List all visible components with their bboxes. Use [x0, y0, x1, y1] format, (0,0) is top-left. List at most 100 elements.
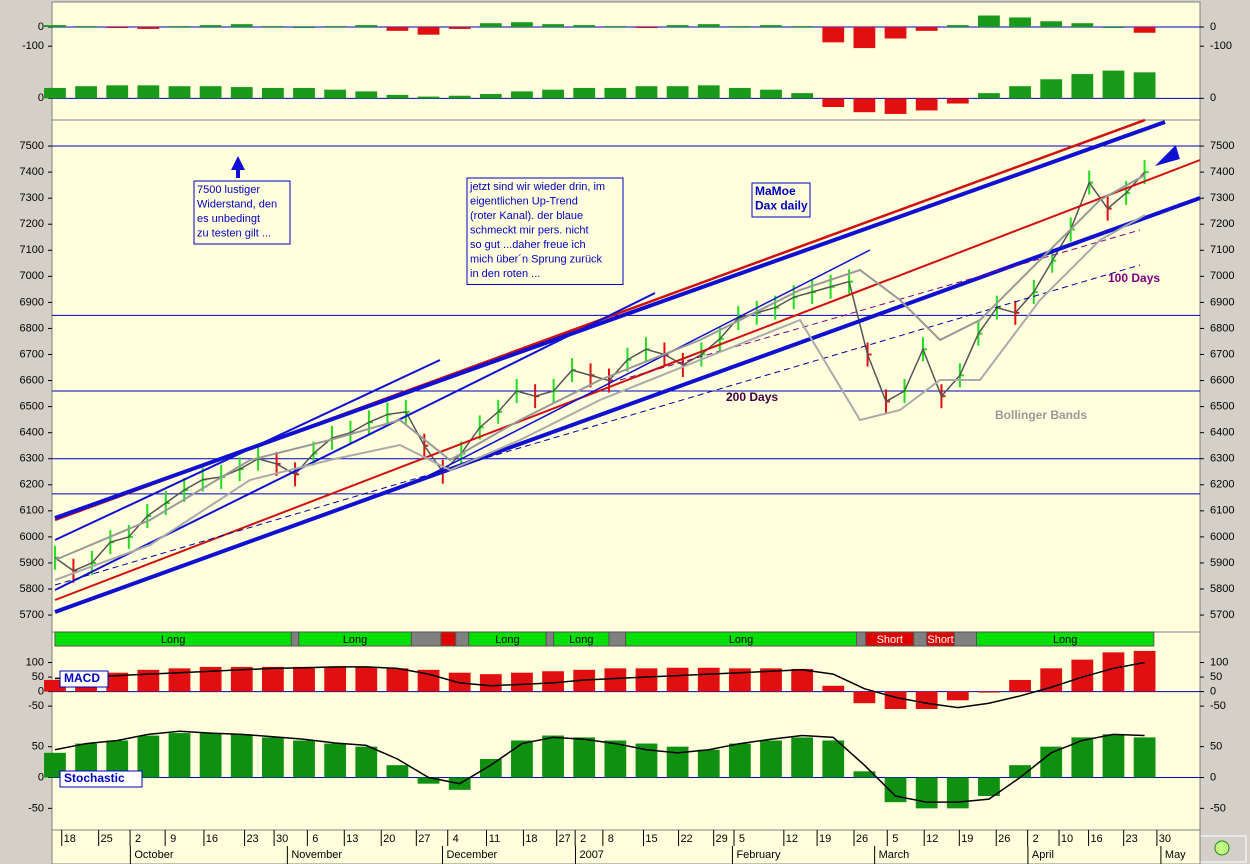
annotation-box — [193, 180, 291, 245]
indicator-bar — [199, 666, 222, 692]
indicator-bar — [946, 25, 969, 28]
indicator-bar — [666, 25, 689, 28]
indicator-bar — [293, 27, 315, 29]
x-tick-label: 30 — [1159, 833, 1171, 845]
x-tick-label: 6 — [312, 833, 318, 845]
indicator-bar — [1133, 650, 1156, 692]
signal-segment — [545, 631, 555, 647]
indicator-bar — [1040, 668, 1063, 692]
y-tick-label: 6500 — [20, 401, 44, 413]
annotation-text: so gut ...daher freue ich — [470, 239, 586, 251]
indicator-bar — [1040, 21, 1063, 28]
indicator-bar — [573, 737, 596, 778]
month-label: November — [291, 849, 342, 861]
indicator-bar — [1102, 70, 1125, 99]
indicator-bar — [791, 737, 814, 778]
indicator-bar — [106, 672, 129, 692]
y-tick-label-right: 7400 — [1210, 166, 1234, 178]
indicator-bar — [853, 27, 876, 49]
y-tick-label-right: 6400 — [1210, 427, 1234, 439]
y-tick-label-right: 50 — [1210, 671, 1222, 683]
y-tick-label: 6600 — [20, 374, 44, 386]
y-tick-label-right: 7200 — [1210, 218, 1234, 230]
signal-segment — [855, 631, 867, 647]
month-label: February — [736, 849, 781, 861]
indicator-bar — [1102, 734, 1125, 778]
y-tick-label-right: 6900 — [1210, 296, 1234, 308]
x-tick-label: 4 — [453, 833, 459, 845]
x-tick-label: 15 — [645, 833, 657, 845]
x-tick-label: 10 — [1061, 833, 1073, 845]
indicator-bar — [168, 86, 191, 99]
y-tick-label: 6100 — [20, 505, 44, 517]
signal-segment — [455, 631, 470, 647]
x-tick-label: 2 — [1033, 833, 1039, 845]
y-tick-label: 6300 — [20, 453, 44, 465]
indicator-bar — [44, 679, 66, 692]
indicator-bar — [106, 740, 129, 778]
x-tick-label: 2 — [135, 833, 141, 845]
indicator-bar — [44, 87, 66, 99]
price-line — [54, 171, 1146, 572]
indicator-bar — [978, 777, 1000, 797]
indicator-bar — [697, 667, 720, 692]
indicator-bar — [697, 85, 720, 99]
indicator-bar — [666, 667, 689, 692]
indicator-bar — [884, 777, 907, 803]
indicator-bar — [1009, 765, 1031, 778]
indicator-bar — [479, 674, 502, 692]
x-tick-label: 22 — [680, 833, 692, 845]
month-label: May — [1165, 849, 1186, 861]
indicator-bar — [760, 25, 782, 28]
indicator-bar — [884, 691, 907, 710]
indicator-bar — [386, 94, 409, 99]
indicator-bar — [293, 666, 315, 692]
indicator-bar — [417, 777, 440, 784]
y-tick-label: 50 — [32, 671, 44, 683]
indicator-bar — [1133, 72, 1156, 99]
y-tick-label-right: 6600 — [1210, 374, 1234, 386]
y-tick-label: 5700 — [20, 609, 44, 621]
month-label: March — [879, 849, 910, 861]
annotation-box — [466, 177, 624, 285]
x-tick-label: 12 — [786, 833, 798, 845]
x-tick-label: 16 — [1090, 833, 1102, 845]
annotation-text: 7500 lustiger — [197, 184, 260, 196]
y-tick-label: 6800 — [20, 322, 44, 334]
panel-title-box — [59, 770, 143, 788]
x-tick-label: 2 — [580, 833, 586, 845]
indicator-bar — [822, 27, 845, 43]
indicator-bar — [1009, 17, 1031, 28]
y-tick-label-right: 0 — [1210, 21, 1216, 33]
indicator-bar — [293, 87, 315, 99]
y-tick-label: 0 — [38, 21, 44, 33]
indicator-bar — [230, 87, 253, 99]
indicator-bar — [635, 668, 658, 692]
y-tick-label: 100 — [26, 656, 44, 668]
indicator-bar — [666, 746, 689, 778]
y-tick-label: 6200 — [20, 479, 44, 491]
x-tick-label: 23 — [1126, 833, 1138, 845]
y-tick-label: 5900 — [20, 557, 44, 569]
y-tick-label: 7400 — [20, 166, 44, 178]
indicator-bar — [791, 668, 814, 692]
indicator-bar — [261, 737, 284, 778]
indicator-bar — [822, 740, 845, 778]
y-tick-label: 6400 — [20, 427, 44, 439]
indicator-bar — [853, 691, 876, 704]
indicator-bar — [978, 691, 1000, 693]
indicator-bar — [604, 87, 627, 99]
y-tick-label-right: 5900 — [1210, 557, 1234, 569]
chart-label: 100 Days — [1108, 271, 1160, 285]
y-tick-label-right: 6000 — [1210, 531, 1234, 543]
indicator-bar — [760, 89, 782, 99]
indicator-bar — [946, 691, 969, 701]
chart-label: Bollinger Bands — [995, 408, 1087, 422]
indicator-bar — [1009, 679, 1031, 692]
date-axis — [51, 829, 1201, 864]
indicator-bar — [168, 26, 191, 28]
indicator-bar — [604, 668, 627, 692]
indicator-bar — [75, 26, 97, 28]
y-tick-label-right: 7500 — [1210, 140, 1234, 152]
